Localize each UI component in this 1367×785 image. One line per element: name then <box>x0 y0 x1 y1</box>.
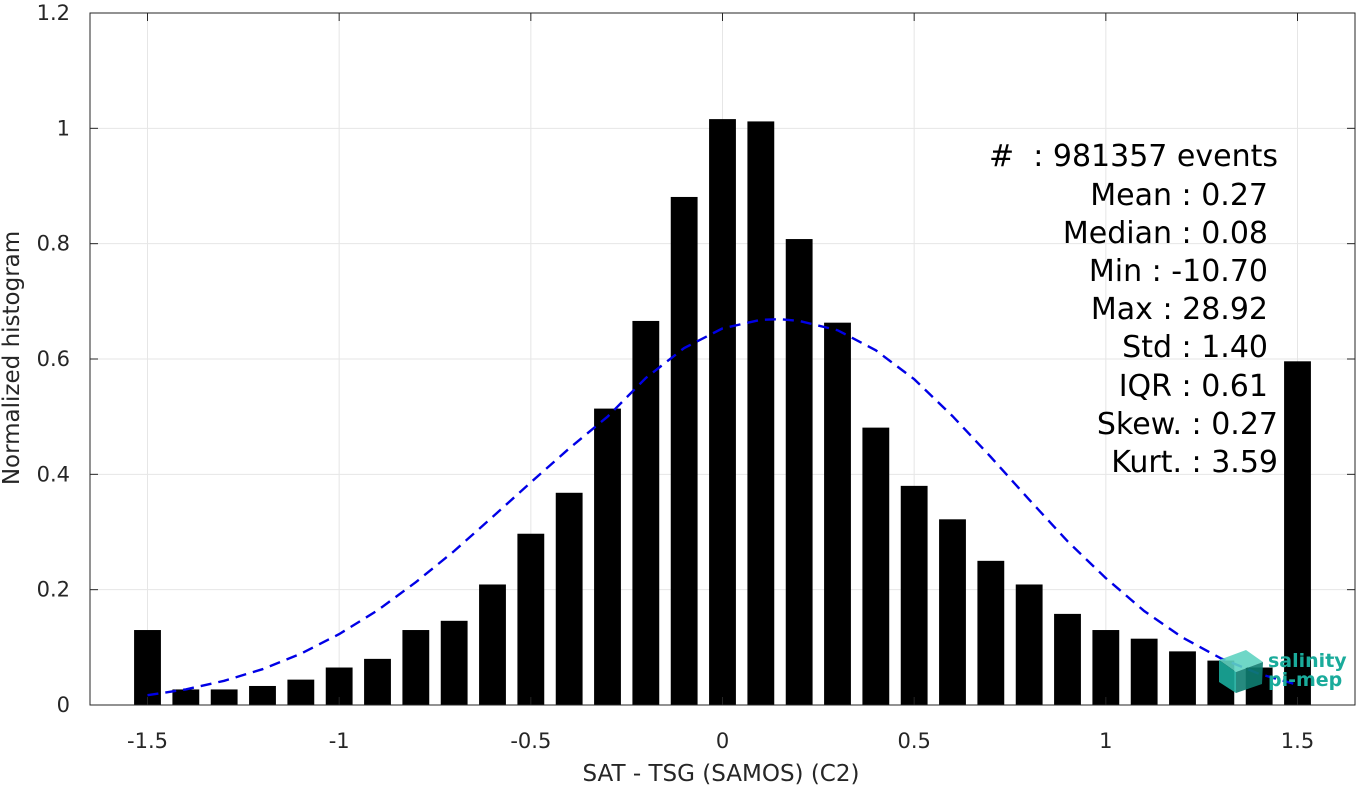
statistics-box: # : 981357 events Mean : 0.27 Median : 0… <box>989 139 1278 480</box>
stat-min: Min : -10.70 <box>1089 254 1268 289</box>
stat-kurt: Kurt. : 3.59 <box>1111 445 1278 480</box>
histogram-bar <box>364 658 391 705</box>
stat-count: # : 981357 events <box>989 139 1278 174</box>
x-tick-label: 0.5 <box>897 729 930 753</box>
x-tick-label: 0 <box>716 729 729 753</box>
salinity-pi-mep-logo: salinity pi-mep <box>1219 650 1347 693</box>
histogram-bar <box>479 584 506 705</box>
histogram-bar <box>670 196 698 705</box>
axis-ticks: -1.5 -1 -0.5 0 0.5 1 1.5 0 0.2 0.4 0.6 0.8 1 1.2 <box>37 1 1355 753</box>
x-tick-label: 1.5 <box>1281 729 1314 753</box>
histogram-bar <box>287 679 315 705</box>
y-axis-title: Normalized histogram <box>0 231 25 485</box>
histogram-bar <box>747 121 775 705</box>
histogram-bar <box>1054 613 1081 705</box>
histogram-bar <box>939 519 966 705</box>
histogram-bar <box>555 492 583 705</box>
histogram-bar <box>900 485 928 705</box>
histogram-bar <box>1015 584 1043 705</box>
histogram-bars <box>134 119 1311 705</box>
x-tick-label: 1 <box>1099 729 1112 753</box>
histogram-bar <box>249 685 276 705</box>
histogram-bar <box>134 630 161 705</box>
stat-median: Median : 0.08 <box>1063 216 1268 251</box>
x-axis-title: SAT - TSG (SAMOS) (C2) <box>583 761 860 785</box>
y-tick-label: 0.2 <box>37 578 70 602</box>
histogram-bar <box>172 689 200 705</box>
y-tick-label: 1.2 <box>37 1 70 25</box>
stat-mean: Mean : 0.27 <box>1090 178 1268 213</box>
x-tick-label: -1.5 <box>127 729 168 753</box>
cube-icon <box>1219 650 1263 693</box>
fit-curve <box>147 317 1298 697</box>
histogram-bar <box>785 239 813 705</box>
histogram-bar <box>210 689 238 705</box>
gaussian-fit-line <box>147 317 1298 697</box>
y-tick-label: 0.6 <box>37 347 70 371</box>
histogram-bar <box>632 320 660 705</box>
x-tick-label: -0.5 <box>510 729 551 753</box>
histogram-bar <box>1092 630 1120 705</box>
y-tick-label: 1 <box>57 116 70 140</box>
histogram-bar <box>594 408 621 705</box>
histogram-bar <box>402 630 430 705</box>
histogram-bar <box>1169 651 1196 705</box>
histogram-bar <box>440 620 468 705</box>
logo-text-pimep: pi-mep <box>1268 669 1342 691</box>
y-tick-label: 0.4 <box>37 462 70 486</box>
histogram-bar <box>862 427 890 705</box>
y-tick-label: 0 <box>57 693 70 717</box>
logo-text-salinity: salinity <box>1268 650 1347 672</box>
stat-std: Std : 1.40 <box>1122 330 1268 365</box>
stat-skew: Skew. : 0.27 <box>1097 407 1278 442</box>
y-tick-label: 0.8 <box>37 232 70 256</box>
histogram-bar <box>709 119 736 705</box>
histogram-bar <box>824 322 851 705</box>
histogram-bar <box>1130 638 1158 705</box>
stat-iqr: IQR : 0.61 <box>1119 369 1268 404</box>
histogram-bar <box>977 560 1005 705</box>
x-tick-label: -1 <box>329 729 350 753</box>
stat-max: Max : 28.92 <box>1091 292 1268 327</box>
histogram-bar <box>517 533 545 705</box>
histogram-bar <box>1284 361 1311 705</box>
